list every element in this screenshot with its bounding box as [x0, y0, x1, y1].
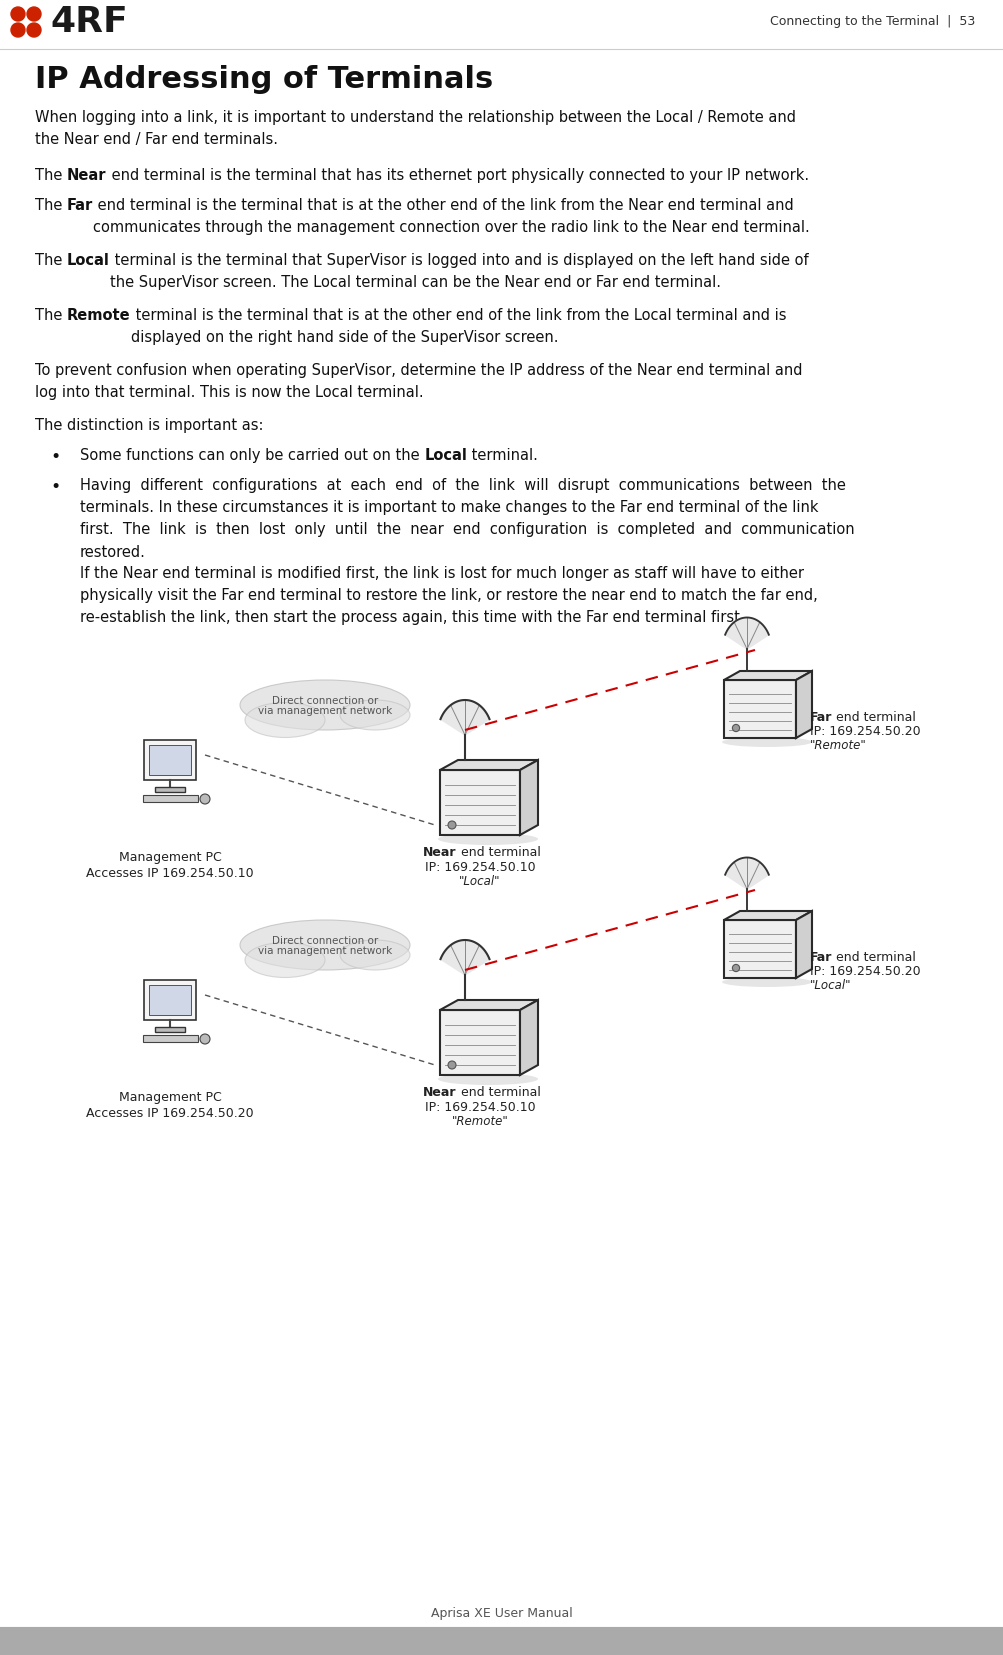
Bar [148, 745, 191, 776]
Text: "Remote": "Remote" [451, 1114, 508, 1127]
Ellipse shape [240, 920, 409, 970]
Text: To prevent confusion when operating SuperVisor, determine the IP address of the : To prevent confusion when operating Supe… [35, 362, 801, 401]
Polygon shape [723, 672, 811, 680]
Text: Direct connection or: Direct connection or [272, 935, 378, 945]
Text: Direct connection or: Direct connection or [272, 695, 378, 705]
Text: end terminal: end terminal [456, 846, 540, 859]
Text: Connecting to the Terminal  |  53: Connecting to the Terminal | 53 [769, 15, 974, 28]
Ellipse shape [721, 978, 811, 988]
Bar [0, 1627, 1003, 1655]
Text: via management network: via management network [258, 705, 392, 715]
Polygon shape [439, 1000, 538, 1011]
Text: The: The [35, 167, 67, 184]
Text: "Remote": "Remote" [809, 738, 866, 751]
Polygon shape [723, 912, 811, 920]
Circle shape [447, 1061, 455, 1069]
Text: terminal is the terminal that is at the other end of the link from the Local ter: terminal is the terminal that is at the … [130, 308, 785, 344]
Text: Some functions can only be carried out on the: Some functions can only be carried out o… [80, 449, 424, 463]
Ellipse shape [240, 680, 409, 730]
Bar [723, 680, 795, 738]
Ellipse shape [340, 700, 409, 730]
Bar [142, 796, 198, 803]
Ellipse shape [721, 738, 811, 748]
Text: Far: Far [67, 199, 93, 213]
Text: Management PC: Management PC [118, 1091, 221, 1104]
Polygon shape [440, 940, 489, 975]
Bar [143, 740, 196, 781]
Circle shape [11, 8, 25, 22]
Text: terminal.: terminal. [466, 449, 538, 463]
Text: "Local": "Local" [809, 978, 851, 991]
Circle shape [11, 23, 25, 38]
Text: When logging into a link, it is important to understand the relationship between: When logging into a link, it is importan… [35, 109, 795, 147]
Circle shape [447, 821, 455, 829]
Text: Remote: Remote [67, 308, 130, 323]
Text: Local: Local [67, 253, 109, 268]
Text: Accesses IP 169.254.50.20: Accesses IP 169.254.50.20 [86, 1106, 254, 1119]
Text: 4RF: 4RF [50, 5, 127, 40]
Text: Far: Far [809, 950, 831, 963]
Text: Local: Local [424, 449, 466, 463]
Bar [154, 1028, 185, 1033]
Bar [723, 920, 795, 978]
Text: end terminal is the terminal that has its ethernet port physically connected to : end terminal is the terminal that has it… [106, 167, 807, 184]
Polygon shape [520, 761, 538, 836]
Polygon shape [520, 1000, 538, 1076]
Text: end terminal: end terminal [831, 710, 916, 723]
Text: IP: 169.254.50.10: IP: 169.254.50.10 [424, 1101, 535, 1114]
Polygon shape [724, 857, 768, 889]
Text: Accesses IP 169.254.50.10: Accesses IP 169.254.50.10 [86, 867, 254, 879]
Polygon shape [795, 912, 811, 978]
Bar [143, 980, 196, 1021]
Polygon shape [724, 617, 768, 650]
Text: The distinction is important as:: The distinction is important as: [35, 417, 263, 432]
Bar [154, 788, 185, 793]
Text: Near: Near [422, 846, 456, 859]
Ellipse shape [245, 703, 325, 738]
Text: Having  different  configurations  at  each  end  of  the  link  will  disrupt  : Having different configurations at each … [80, 478, 854, 559]
Text: •: • [50, 478, 60, 496]
Ellipse shape [245, 943, 325, 978]
Text: terminal is the terminal that SuperVisor is logged into and is displayed on the : terminal is the terminal that SuperVisor… [109, 253, 807, 290]
Text: If the Near end terminal is modified first, the link is lost for much longer as : If the Near end terminal is modified fir… [80, 566, 816, 626]
Polygon shape [439, 761, 538, 771]
Circle shape [27, 8, 41, 22]
Ellipse shape [437, 834, 538, 846]
Text: The: The [35, 199, 67, 213]
Bar [439, 1011, 520, 1076]
Text: Aprisa XE User Manual: Aprisa XE User Manual [430, 1607, 573, 1620]
Circle shape [200, 794, 210, 804]
Text: end terminal: end terminal [831, 950, 916, 963]
Bar [148, 985, 191, 1016]
Ellipse shape [437, 1074, 538, 1086]
Text: end terminal is the terminal that is at the other end of the link from the Near : end terminal is the terminal that is at … [93, 199, 809, 235]
Polygon shape [795, 672, 811, 738]
Text: Management PC: Management PC [118, 851, 221, 864]
Text: The: The [35, 308, 67, 323]
Circle shape [731, 965, 739, 971]
Text: The: The [35, 253, 67, 268]
Text: end terminal: end terminal [456, 1086, 540, 1099]
Bar [439, 771, 520, 836]
Circle shape [200, 1034, 210, 1044]
Polygon shape [440, 700, 489, 735]
Text: via management network: via management network [258, 945, 392, 955]
Text: Far: Far [809, 710, 831, 723]
Text: IP: 169.254.50.20: IP: 169.254.50.20 [809, 725, 920, 738]
Circle shape [27, 23, 41, 38]
Text: IP Addressing of Terminals: IP Addressing of Terminals [35, 65, 492, 94]
Text: "Local": "Local" [458, 874, 500, 887]
Ellipse shape [340, 940, 409, 970]
Text: IP: 169.254.50.10: IP: 169.254.50.10 [424, 861, 535, 874]
Text: IP: 169.254.50.20: IP: 169.254.50.20 [809, 965, 920, 978]
Circle shape [731, 725, 739, 732]
Text: Near: Near [67, 167, 106, 184]
Bar [142, 1036, 198, 1043]
Text: Near: Near [422, 1086, 456, 1099]
Text: •: • [50, 449, 60, 465]
